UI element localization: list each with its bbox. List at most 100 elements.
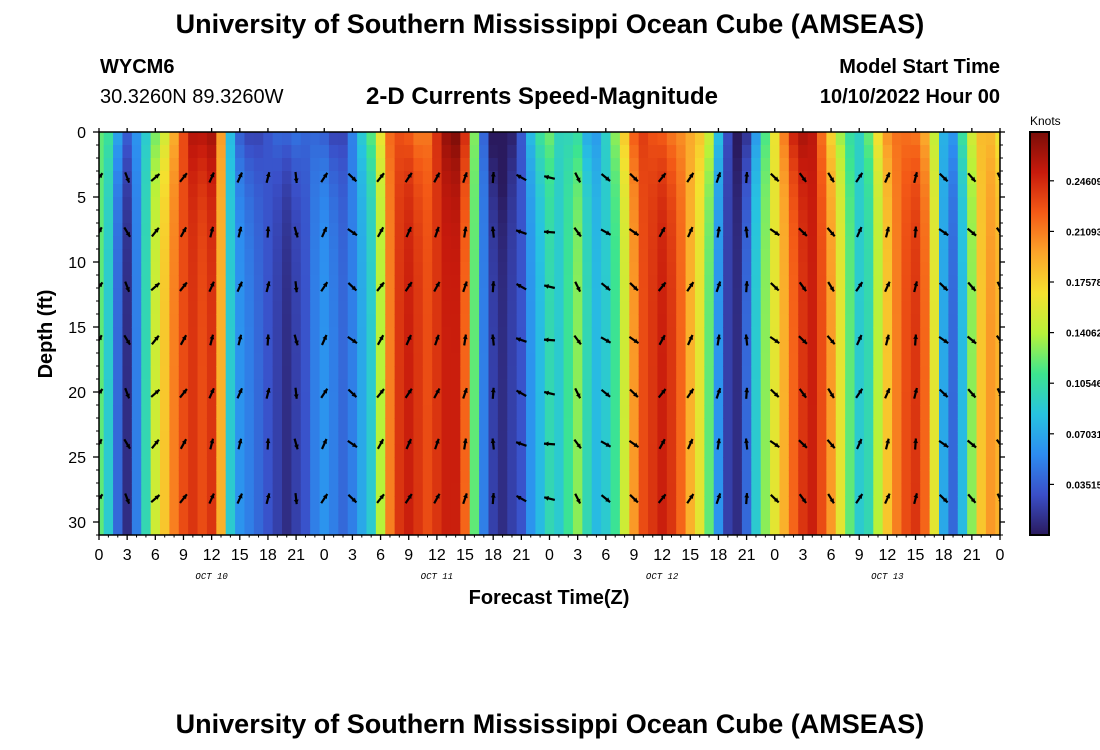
heatmap-cell	[169, 236, 180, 250]
heatmap-cell	[920, 145, 931, 159]
arrow-head	[351, 176, 357, 182]
heatmap-cell	[563, 210, 574, 224]
y-tick-label: 20	[68, 385, 86, 402]
heatmap-cell	[103, 418, 114, 432]
heatmap-cell	[244, 509, 255, 523]
current-arrow	[686, 226, 694, 238]
arrow-head	[661, 389, 666, 394]
heatmap-cell	[863, 340, 874, 354]
heatmap-cell	[544, 210, 555, 224]
heatmap-cell	[131, 236, 142, 250]
heatmap-cell	[507, 197, 518, 211]
arrow-head	[516, 495, 522, 501]
heatmap-cell	[497, 379, 508, 393]
heatmap-cell	[910, 210, 921, 224]
heatmap-cell	[516, 457, 527, 471]
arrow-head	[829, 177, 834, 183]
heatmap-cell	[920, 275, 931, 289]
arrow-head	[660, 439, 665, 445]
heatmap-cell	[582, 197, 593, 211]
heatmap-cell	[99, 483, 105, 497]
heatmap-cell	[310, 327, 321, 341]
heatmap-cell	[967, 418, 978, 432]
heatmap-cell	[845, 353, 856, 367]
heatmap-cell	[99, 522, 105, 535]
heatmap-cell	[516, 483, 527, 497]
heatmap-cell	[113, 197, 124, 211]
heatmap-cell	[291, 301, 302, 315]
heatmap-cell	[244, 431, 255, 445]
heatmap-cell	[263, 132, 274, 146]
heatmap-cell	[113, 327, 124, 341]
heatmap-cell	[666, 366, 677, 380]
heatmap-cell	[826, 288, 837, 302]
heatmap-cell	[319, 340, 330, 354]
heatmap-cell	[216, 379, 227, 393]
heatmap-cell	[685, 184, 696, 198]
heatmap-cell	[338, 379, 349, 393]
heatmap-cell	[99, 470, 105, 484]
x-tick-label: 9	[630, 547, 639, 564]
heatmap-cell	[863, 132, 874, 146]
heatmap-cell	[835, 470, 846, 484]
heatmap-cell	[197, 158, 208, 172]
heatmap-cell	[816, 444, 827, 458]
heatmap-cell	[338, 171, 349, 185]
heatmap-cell	[704, 444, 715, 458]
heatmap-cell	[629, 132, 640, 146]
heatmap-cell	[938, 431, 949, 445]
heatmap-cell	[535, 522, 546, 535]
heatmap-cell	[835, 314, 846, 328]
heatmap-cell	[169, 275, 180, 289]
heatmap-cell	[432, 353, 443, 367]
heatmap-cell	[375, 288, 386, 302]
heatmap-cell	[160, 236, 170, 250]
heatmap-cell	[554, 522, 565, 535]
heatmap-cell	[751, 431, 762, 445]
heatmap-cell	[235, 184, 246, 198]
heatmap-cell	[657, 444, 668, 458]
heatmap-cell	[479, 223, 490, 237]
current-arrow	[574, 172, 582, 183]
heatmap-cell	[432, 184, 443, 198]
heatmap-cell	[957, 314, 968, 328]
current-arrow	[744, 438, 749, 450]
heatmap-cell	[572, 210, 583, 224]
heatmap-cell	[582, 132, 593, 146]
heatmap-cell	[122, 158, 133, 172]
heatmap-cell	[244, 210, 255, 224]
heatmap-cell	[892, 457, 903, 471]
heatmap-cell	[169, 171, 180, 185]
heatmap-cell	[938, 288, 949, 302]
heatmap-cell	[770, 418, 781, 432]
heatmap-cell	[516, 210, 527, 224]
current-arrow	[770, 172, 780, 183]
heatmap-cell	[375, 301, 386, 315]
heatmap-cell	[619, 197, 630, 211]
heatmap-cell	[920, 314, 931, 328]
heatmap-cell	[892, 509, 903, 523]
heatmap-cell	[253, 288, 264, 302]
heatmap-cell	[929, 483, 940, 497]
heatmap-cell	[807, 210, 818, 224]
heatmap-cell	[113, 145, 124, 159]
heatmap-cell	[188, 275, 199, 289]
heatmap-cell	[497, 223, 508, 237]
heatmap-cell	[798, 340, 809, 354]
heatmap-cell	[216, 418, 227, 432]
heatmap-cell	[873, 496, 884, 510]
heatmap-cell	[816, 496, 827, 510]
heatmap-cell	[788, 327, 799, 341]
heatmap-cell	[544, 431, 555, 445]
heatmap-cell	[497, 288, 508, 302]
heatmap-cell	[272, 210, 283, 224]
heatmap-cell	[779, 210, 790, 224]
heatmap-cell	[282, 353, 293, 367]
heatmap-cell	[591, 223, 602, 237]
heatmap-cell	[920, 405, 931, 419]
heatmap-cell	[347, 353, 358, 367]
heatmap-cell	[413, 340, 424, 354]
heatmap-cell	[122, 249, 133, 263]
heatmap-cell	[601, 444, 612, 458]
current-arrow	[490, 387, 496, 399]
